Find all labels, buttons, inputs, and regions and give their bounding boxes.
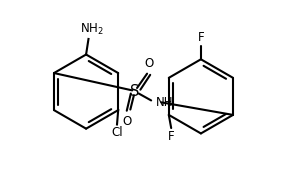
Text: NH$_2$: NH$_2$: [80, 21, 104, 37]
Text: NH: NH: [156, 96, 173, 109]
Text: S: S: [130, 84, 140, 99]
Text: Cl: Cl: [111, 126, 123, 139]
Text: F: F: [197, 32, 204, 45]
Text: O: O: [145, 57, 154, 70]
Text: F: F: [168, 130, 174, 143]
Text: O: O: [122, 115, 131, 128]
